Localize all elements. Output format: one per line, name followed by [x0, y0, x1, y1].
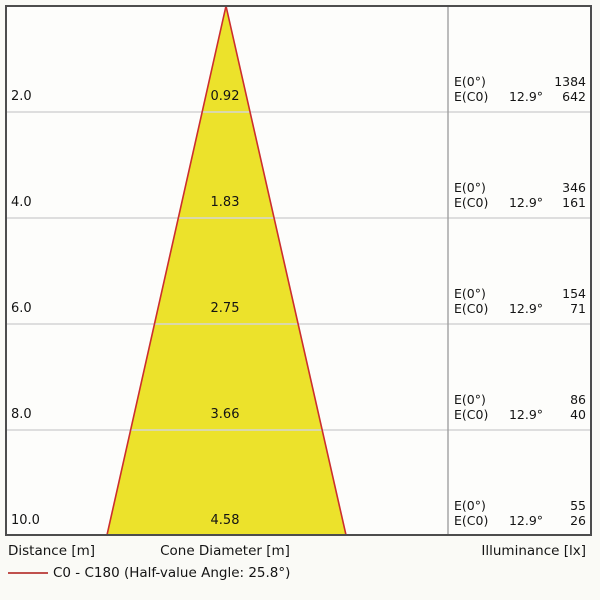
e0-value: 154: [562, 286, 586, 301]
illuminance-row-2m: E(0°) 1384 E(C0) 12.9° 642: [454, 74, 586, 104]
ec0-value: 161: [562, 195, 586, 210]
cone-diameter-label-4m: 1.83: [210, 195, 240, 210]
e0-label: E(0°): [454, 498, 486, 513]
distance-axis-label: Distance [m]: [8, 543, 96, 559]
cone-diameter-label-2m: 0.92: [210, 89, 240, 104]
cone-diameter-axis-label: Cone Diameter [m]: [160, 543, 290, 559]
e0-label: E(0°): [454, 180, 486, 195]
distance-label-2m: 2.0: [11, 89, 32, 104]
ec0-label: E(C0): [454, 89, 489, 104]
e0-value: 346: [562, 180, 586, 195]
half-angle: 12.9°: [508, 513, 544, 528]
illuminance-row-10m: E(0°) 55 E(C0) 12.9° 26: [454, 498, 586, 528]
e0-label: E(0°): [454, 74, 486, 89]
plot-frame: [5, 5, 592, 536]
illuminance-row-4m: E(0°) 346 E(C0) 12.9° 161: [454, 180, 586, 210]
half-angle: 12.9°: [508, 301, 544, 316]
illuminance-axis-label: Illuminance [lx]: [481, 543, 586, 559]
illuminance-row-8m: E(0°) 86 E(C0) 12.9° 40: [454, 392, 586, 422]
half-angle: 12.9°: [508, 195, 544, 210]
legend-line-swatch: [8, 572, 48, 574]
cone-diameter-label-6m: 2.75: [210, 301, 240, 316]
light-cone-fill: [107, 6, 346, 535]
ec0-value: 40: [570, 407, 586, 422]
ec0-value: 71: [570, 301, 586, 316]
ec0-value: 642: [562, 89, 586, 104]
e0-label: E(0°): [454, 286, 486, 301]
ec0-label: E(C0): [454, 513, 489, 528]
cone-plot: [5, 5, 592, 536]
half-angle: 12.9°: [508, 89, 544, 104]
distance-label-6m: 6.0: [11, 301, 32, 316]
ec0-label: E(C0): [454, 407, 489, 422]
e0-value: 86: [570, 392, 586, 407]
e0-label: E(0°): [454, 392, 486, 407]
ec0-value: 26: [570, 513, 586, 528]
distance-label-8m: 8.0: [11, 407, 32, 422]
half-angle: 12.9°: [508, 407, 544, 422]
ec0-label: E(C0): [454, 301, 489, 316]
cone-diameter-label-8m: 3.66: [210, 407, 240, 422]
legend-label: C0 - C180 (Half-value Angle: 25.8°): [53, 565, 291, 581]
distance-label-10m: 10.0: [11, 513, 40, 528]
distance-label-4m: 4.0: [11, 195, 32, 210]
e0-value: 1384: [554, 74, 586, 89]
illuminance-row-6m: E(0°) 154 E(C0) 12.9° 71: [454, 286, 586, 316]
ec0-label: E(C0): [454, 195, 489, 210]
e0-value: 55: [570, 498, 586, 513]
cone-diameter-label-10m: 4.58: [210, 513, 240, 528]
